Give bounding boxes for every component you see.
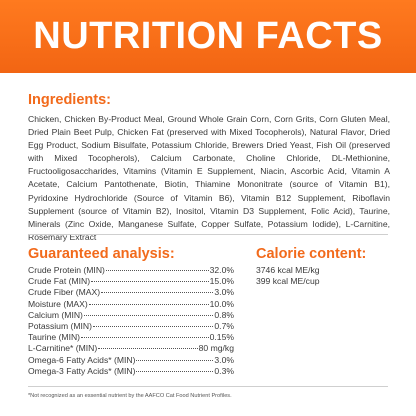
- nutrient-row: Moisture (MAX) 10.0%: [28, 299, 234, 310]
- nutrition-facts-banner: NUTRITION FACTS: [0, 0, 416, 73]
- nutrient-value: 0.7%: [214, 321, 234, 332]
- nutrient-label: Calcium (MIN): [28, 309, 83, 320]
- nutrient-row: Crude Fat (MIN) 15.0%: [28, 276, 234, 287]
- nutrient-label: Omega-6 Fatty Acids* (MIN): [28, 354, 136, 365]
- nutrient-value: 0.3%: [214, 365, 234, 376]
- leader-dots: [105, 270, 209, 271]
- calorie-line-per-cup: 399 kcal ME/cup: [256, 276, 320, 287]
- nutrient-row: Potassium (MIN) 0.7%: [28, 321, 234, 332]
- nutrient-value: 3.0%: [214, 287, 234, 298]
- nutrient-value: 3.0%: [214, 354, 234, 365]
- nutrient-label: Moisture (MAX): [28, 298, 88, 309]
- leader-dots: [83, 314, 214, 316]
- nutrient-row: Omega-3 Fatty Acids* (MIN) 0.3%: [28, 366, 234, 377]
- guaranteed-analysis-table: Crude Protein (MIN) 32.0% Crude Fat (MIN) 1…: [28, 265, 234, 377]
- nutrient-label: Omega-3 Fatty Acids* (MIN): [28, 365, 136, 376]
- section-divider: [28, 234, 388, 235]
- nutrient-label: Crude Fat (MIN): [28, 276, 91, 287]
- aafco-footnote: *Not recognized as an essential nutrient…: [28, 393, 232, 399]
- leader-dots: [92, 326, 214, 328]
- nutrient-value: 32.0%: [209, 265, 234, 275]
- leader-dots: [91, 281, 209, 283]
- nutrient-row: Crude Fiber (MAX) 3.0%: [28, 287, 234, 298]
- nutrient-label: Potassium (MIN): [28, 321, 92, 332]
- nutrient-label: Crude Fiber (MAX): [28, 287, 101, 298]
- leader-dots: [88, 303, 209, 305]
- leader-dots: [81, 337, 209, 339]
- nutrient-label: L-Carnitine* (MIN): [28, 343, 98, 354]
- nutrient-value: 15.0%: [209, 276, 234, 287]
- nutrient-value: 10.0%: [209, 298, 234, 309]
- nutrient-row: Calcium (MIN) 0.8%: [28, 310, 234, 321]
- ingredients-list: Chicken, Chicken By-Product Meal, Ground…: [28, 114, 390, 242]
- leader-dots: [136, 359, 214, 361]
- nutrient-row: Taurine (MIN) 0.15%: [28, 332, 234, 343]
- ingredients-heading: Ingredients:: [28, 92, 111, 108]
- nutrient-value: 80 mg/kg: [198, 343, 234, 354]
- calorie-line-per-kg: 3746 kcal ME/kg: [256, 265, 320, 275]
- nutrient-label: Taurine (MIN): [28, 332, 81, 343]
- nutrient-row: Crude Protein (MIN) 32.0%: [28, 265, 234, 276]
- nutrient-value: 0.8%: [214, 309, 234, 320]
- guaranteed-analysis-heading: Guaranteed analysis:: [28, 246, 175, 262]
- nutrient-value: 0.15%: [209, 332, 234, 343]
- nutrient-row: L-Carnitine* (MIN) 80 mg/kg: [28, 343, 234, 354]
- nutrient-row: Omega-6 Fatty Acids* (MIN) 3.0%: [28, 355, 234, 366]
- page-title: NUTRITION FACTS: [33, 15, 383, 57]
- leader-dots: [136, 370, 214, 372]
- leader-dots: [101, 292, 214, 294]
- calorie-content-list: 3746 kcal ME/kg 399 kcal ME/cup: [256, 265, 320, 287]
- leader-dots: [98, 348, 198, 350]
- footer-divider: [28, 386, 388, 387]
- calorie-content-heading: Calorie content:: [256, 246, 367, 262]
- nutrient-label: Crude Protein (MIN): [28, 265, 105, 275]
